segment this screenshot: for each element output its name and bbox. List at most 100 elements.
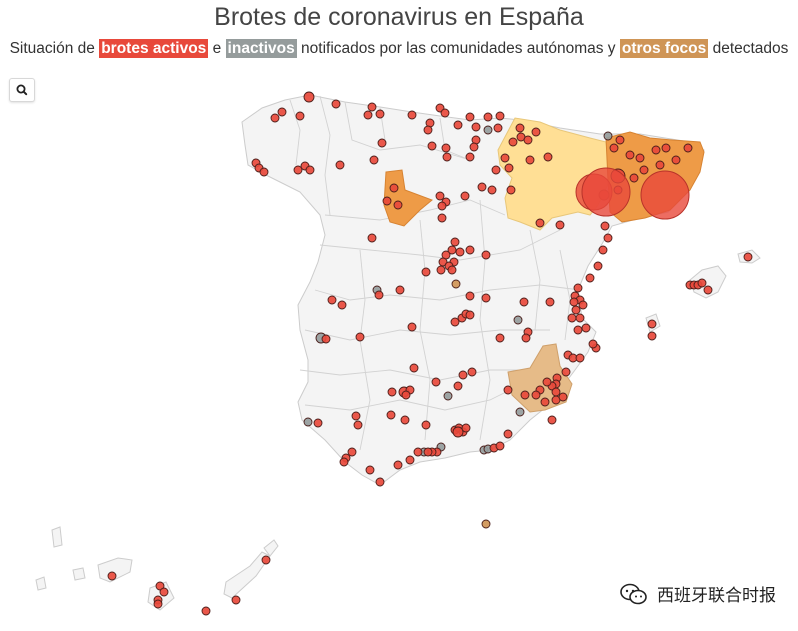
active-outbreak-marker[interactable] [581, 323, 591, 333]
active-outbreak-marker[interactable] [615, 135, 625, 145]
active-outbreak-marker[interactable] [450, 237, 460, 247]
active-outbreak-marker[interactable] [535, 218, 545, 228]
active-outbreak-marker[interactable] [367, 233, 377, 243]
active-outbreak-marker[interactable] [540, 397, 550, 407]
active-outbreak-marker[interactable] [455, 247, 465, 257]
active-outbreak-marker[interactable] [551, 387, 561, 397]
active-outbreak-marker[interactable] [640, 170, 690, 220]
active-outbreak-marker[interactable] [327, 295, 337, 305]
active-outbreak-marker[interactable] [261, 555, 271, 565]
active-outbreak-marker[interactable] [437, 201, 447, 211]
active-outbreak-marker[interactable] [453, 120, 463, 130]
active-outbreak-marker[interactable] [573, 325, 583, 335]
active-outbreak-marker[interactable] [487, 185, 497, 195]
active-outbreak-marker[interactable] [427, 141, 437, 151]
active-outbreak-marker[interactable] [400, 415, 410, 425]
active-outbreak-marker[interactable] [421, 267, 431, 277]
active-outbreak-marker[interactable] [442, 152, 452, 162]
active-outbreak-marker[interactable] [547, 415, 557, 425]
active-outbreak-marker[interactable] [573, 283, 583, 293]
active-outbreak-marker[interactable] [542, 377, 552, 387]
active-outbreak-marker[interactable] [465, 310, 475, 320]
active-outbreak-marker[interactable] [353, 420, 363, 430]
active-outbreak-marker[interactable] [661, 143, 671, 153]
active-outbreak-marker[interactable] [525, 155, 535, 165]
active-outbreak-marker[interactable] [374, 290, 384, 300]
active-outbreak-marker[interactable] [421, 420, 431, 430]
active-outbreak-marker[interactable] [153, 599, 163, 609]
active-outbreak-marker[interactable] [655, 160, 665, 170]
active-outbreak-marker[interactable] [201, 606, 211, 616]
active-outbreak-marker[interactable] [355, 332, 365, 342]
active-outbreak-marker[interactable] [231, 595, 241, 605]
active-outbreak-marker[interactable] [313, 418, 323, 428]
active-outbreak-marker[interactable] [413, 447, 423, 457]
active-outbreak-marker[interactable] [495, 111, 505, 121]
active-outbreak-marker[interactable] [495, 333, 505, 343]
active-outbreak-marker[interactable] [531, 390, 541, 400]
active-outbreak-marker[interactable] [683, 143, 693, 153]
active-outbreak-marker[interactable] [458, 370, 468, 380]
active-outbreak-marker[interactable] [569, 297, 579, 307]
active-outbreak-marker[interactable] [321, 334, 331, 344]
active-outbreak-marker[interactable] [506, 185, 516, 195]
active-outbreak-marker[interactable] [697, 278, 707, 288]
active-outbreak-marker[interactable] [365, 465, 375, 475]
active-outbreak-marker[interactable] [452, 426, 464, 438]
active-outbreak-marker[interactable] [295, 111, 305, 121]
active-outbreak-marker[interactable] [382, 196, 392, 206]
inactive-outbreak-marker[interactable] [603, 131, 613, 141]
active-outbreak-marker[interactable] [465, 152, 475, 162]
active-outbreak-marker[interactable] [259, 167, 269, 177]
inactive-outbreak-marker[interactable] [303, 417, 313, 427]
active-outbreak-marker[interactable] [647, 319, 657, 329]
active-outbreak-marker[interactable] [467, 367, 477, 377]
active-outbreak-marker[interactable] [337, 300, 347, 310]
active-outbreak-marker[interactable] [405, 455, 415, 465]
active-outbreak-marker[interactable] [431, 377, 441, 387]
active-outbreak-marker[interactable] [107, 571, 117, 581]
active-outbreak-marker[interactable] [407, 322, 417, 332]
active-outbreak-marker[interactable] [155, 581, 165, 591]
active-outbreak-marker[interactable] [558, 392, 568, 402]
active-outbreak-marker[interactable] [375, 109, 385, 119]
active-outbreak-marker[interactable] [277, 107, 287, 117]
active-outbreak-marker[interactable] [625, 150, 635, 160]
active-outbreak-marker[interactable] [395, 285, 405, 295]
inactive-outbreak-marker[interactable] [443, 391, 453, 401]
active-outbreak-marker[interactable] [581, 167, 631, 217]
search-button[interactable] [9, 78, 35, 102]
active-outbreak-marker[interactable] [503, 429, 513, 439]
other-focus-marker[interactable] [481, 519, 491, 529]
active-outbreak-marker[interactable] [331, 99, 341, 109]
active-outbreak-marker[interactable] [407, 110, 417, 120]
active-outbreak-marker[interactable] [555, 220, 565, 230]
active-outbreak-marker[interactable] [305, 165, 315, 175]
active-outbreak-marker[interactable] [561, 367, 571, 377]
active-outbreak-marker[interactable] [483, 112, 493, 122]
active-outbreak-marker[interactable] [367, 102, 377, 112]
active-outbreak-marker[interactable] [520, 390, 530, 400]
active-outbreak-marker[interactable] [495, 441, 505, 451]
active-outbreak-marker[interactable] [423, 447, 433, 457]
active-outbreak-marker[interactable] [629, 173, 639, 183]
active-outbreak-marker[interactable] [504, 163, 514, 173]
active-outbreak-marker[interactable] [447, 245, 457, 255]
active-outbreak-marker[interactable] [441, 143, 451, 153]
active-outbreak-marker[interactable] [387, 387, 397, 397]
active-outbreak-marker[interactable] [409, 363, 419, 373]
active-outbreak-marker[interactable] [515, 123, 525, 133]
active-outbreak-marker[interactable] [703, 285, 713, 295]
active-outbreak-marker[interactable] [335, 160, 345, 170]
active-outbreak-marker[interactable] [369, 155, 379, 165]
active-outbreak-marker[interactable] [609, 143, 619, 153]
active-outbreak-marker[interactable] [461, 423, 471, 433]
inactive-outbreak-marker[interactable] [483, 125, 493, 135]
active-outbreak-marker[interactable] [598, 245, 608, 255]
inactive-outbreak-marker[interactable] [515, 407, 525, 417]
active-outbreak-marker[interactable] [303, 91, 315, 103]
active-outbreak-marker[interactable] [393, 200, 403, 210]
active-outbreak-marker[interactable] [436, 265, 446, 275]
active-outbreak-marker[interactable] [159, 587, 169, 597]
active-outbreak-marker[interactable] [440, 108, 450, 118]
